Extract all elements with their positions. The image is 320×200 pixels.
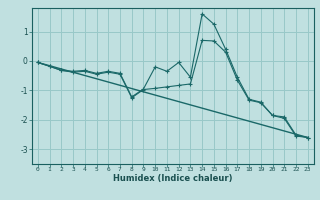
X-axis label: Humidex (Indice chaleur): Humidex (Indice chaleur) — [113, 174, 233, 183]
